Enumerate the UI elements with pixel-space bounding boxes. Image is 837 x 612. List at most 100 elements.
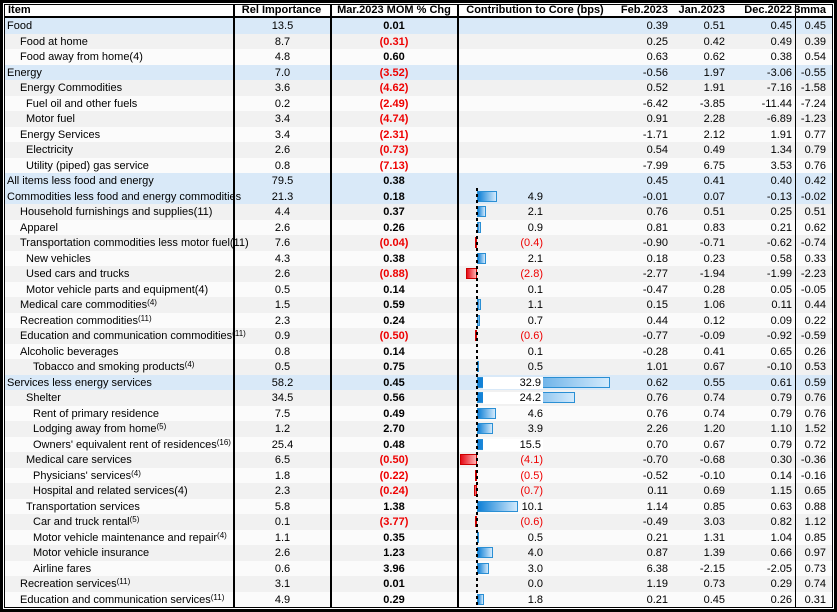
item-label: Owners' equivalent rent of residences: [33, 438, 217, 451]
item-footnote-superscript: (4): [147, 298, 157, 307]
table-row: Transportation commodities less motor fu…: [5, 235, 832, 251]
rel-importance-cell: 0.8: [274, 345, 291, 358]
item-cell: Energy Commodities: [20, 82, 122, 94]
rel-importance-cell: 3.4: [274, 128, 291, 141]
feb-cell: 0.87: [646, 547, 668, 559]
jan-cell: 0.74: [703, 392, 725, 404]
jan-cell: 1.97: [703, 66, 725, 79]
rel-importance-cell: 3.1: [274, 578, 291, 590]
mma-cell: 0.62: [804, 221, 826, 234]
rel-importance-cell: 21.3: [271, 190, 294, 203]
mom-chg-cell: 0.18: [383, 190, 405, 203]
mma-cell: 0.22: [804, 314, 826, 327]
table-row: Hospital and related services(4) 2.3 (0.…: [5, 483, 832, 499]
dec-cell: 1.10: [770, 423, 792, 435]
mma-cell: 1.12: [804, 516, 826, 528]
feb-cell: 1.01: [646, 361, 668, 373]
item-cell: Tobacco and smoking products(4): [33, 360, 194, 373]
feb-cell: 0.76: [646, 392, 668, 404]
jan-cell: 2.12: [703, 128, 725, 141]
item-label: Services less energy services: [7, 376, 152, 389]
feb-cell: -0.56: [642, 66, 668, 79]
mma-cell: 0.39: [804, 35, 826, 48]
item-label: Apparel: [20, 221, 58, 234]
jan-cell: 0.67: [703, 438, 725, 451]
dec-cell: 0.11: [771, 299, 792, 311]
dec-cell: 0.79: [770, 438, 792, 451]
table-row: Energy Commodities 3.6 (4.62) 0.52 1.91 …: [5, 80, 832, 96]
dec-cell: 0.29: [770, 578, 792, 590]
dec-cell: 3.53: [770, 159, 792, 172]
item-cell: Car and truck rental(5): [33, 515, 140, 528]
mom-chg-cell: 3.96: [383, 562, 405, 575]
item-cell: Household furnishings and supplies(11): [20, 206, 212, 218]
item-cell: Services less energy services: [7, 377, 152, 389]
feb-cell: 0.91: [646, 113, 668, 125]
jan-cell: 0.69: [703, 485, 725, 497]
jan-cell: 0.73: [703, 578, 725, 590]
item-cell: Education and communication services(11): [20, 592, 225, 606]
item-footnote-superscript: (5): [129, 515, 140, 524]
dec-cell: -0.10: [766, 361, 792, 373]
mma-cell: 0.76: [804, 159, 826, 172]
rel-importance-cell: 2.6: [274, 268, 291, 280]
dec-cell: 0.61: [770, 376, 792, 389]
feb-cell: 0.76: [646, 407, 668, 420]
item-cell: Energy Services: [20, 129, 100, 141]
jan-cell: 0.51: [703, 20, 725, 32]
contribution-label: (2.8): [520, 268, 543, 280]
item-footnote-superscript: (11): [210, 592, 225, 602]
item-label: Tobacco and smoking products: [33, 361, 185, 373]
rel-importance-cell: 4.4: [274, 206, 291, 218]
feb-cell: 0.21: [646, 593, 668, 606]
table-row: Recreation services(11) 3.1 0.01 0.0 1.1…: [5, 576, 832, 592]
contribution-label: (0.4): [520, 237, 543, 249]
item-footnote-superscript: (4): [131, 468, 141, 478]
item-cell: Medical care commodities(4): [20, 298, 157, 311]
mma-cell: -7.24: [800, 97, 826, 110]
item-cell: Lodging away from home(5): [33, 422, 166, 435]
item-label: Food at home: [20, 35, 88, 48]
mma-cell: 0.54: [804, 51, 826, 63]
dec-cell: 0.45: [770, 20, 792, 32]
contribution-label: 4.0: [527, 547, 543, 559]
mma-cell: -0.74: [800, 237, 826, 249]
contribution-label: (0.5): [520, 469, 543, 482]
jan-cell: 0.42: [703, 35, 725, 48]
mom-chg-cell: 0.01: [383, 20, 405, 32]
feb-cell: 2.26: [646, 423, 668, 435]
item-label: Household furnishings and supplies(11): [20, 206, 213, 218]
mom-chg-cell: (4.74): [379, 113, 409, 125]
jan-cell: 0.41: [703, 175, 725, 187]
mma-cell: -0.55: [800, 66, 826, 79]
rel-importance-cell: 79.5: [271, 175, 294, 187]
dec-cell: -2.05: [766, 562, 792, 575]
mma-cell: 0.76: [804, 407, 826, 420]
item-cell: Education and communication commodities(…: [20, 329, 246, 342]
feb-cell: 0.21: [646, 531, 668, 544]
table-row: Energy Services 3.4 (2.31) -1.71 2.12 1.…: [5, 126, 832, 142]
table-row: Motor fuel 3.4 (4.74) 0.91 2.28 -6.89 -1…: [5, 111, 832, 127]
mom-chg-cell: 0.37: [383, 206, 405, 218]
table-row: Fuel oil and other fuels 0.2 (2.49) -6.4…: [5, 95, 832, 111]
table-row: Shelter 34.5 0.56 24.2 0.76 0.74 0.79 0.…: [5, 390, 832, 406]
jan-cell: 0.12: [703, 314, 725, 327]
mma-cell: 0.85: [804, 531, 826, 544]
item-label: Shelter: [26, 392, 61, 404]
table-row: New vehicles 4.3 0.38 2.1 0.18 0.23 0.58…: [5, 250, 832, 266]
jan-cell: 0.28: [703, 283, 725, 296]
item-label: Energy: [7, 66, 42, 79]
item-cell: Airline fares: [33, 563, 91, 575]
table-row: Car and truck rental(5) 0.1 (3.77) (0.6)…: [5, 514, 832, 530]
feb-cell: 0.18: [646, 252, 668, 265]
feb-cell: 0.25: [646, 35, 668, 48]
mma-cell: -1.23: [800, 113, 826, 125]
item-cell: Fuel oil and other fuels: [26, 98, 137, 110]
column-divider-3mma: [795, 4, 796, 608]
table-row: Motor vehicle maintenance and repair(4) …: [5, 529, 832, 545]
item-cell: Recreation services(11): [20, 577, 130, 590]
contribution-label: 4.6: [527, 407, 543, 420]
rel-importance-cell: 0.1: [274, 516, 291, 528]
jan-cell: 0.41: [703, 345, 725, 358]
feb-cell: -0.90: [642, 237, 668, 249]
